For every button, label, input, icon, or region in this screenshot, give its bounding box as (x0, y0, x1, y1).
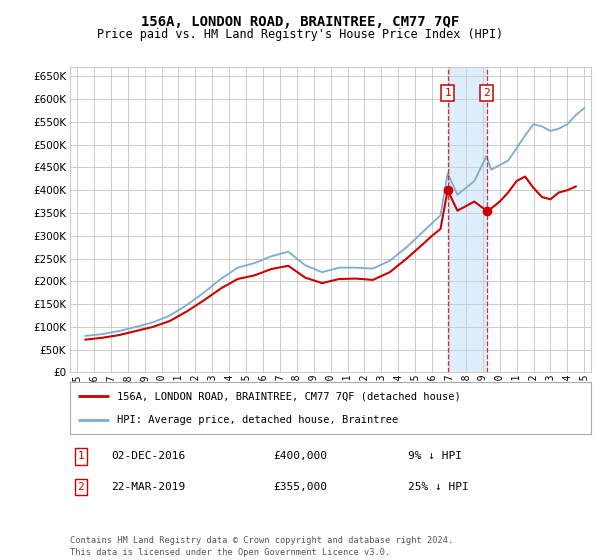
Text: 1: 1 (77, 451, 85, 461)
Text: HPI: Average price, detached house, Braintree: HPI: Average price, detached house, Brai… (117, 415, 398, 425)
Text: Contains HM Land Registry data © Crown copyright and database right 2024.
This d: Contains HM Land Registry data © Crown c… (70, 536, 454, 557)
Text: 2: 2 (483, 88, 490, 98)
Text: 1: 1 (444, 88, 451, 98)
Text: 156A, LONDON ROAD, BRAINTREE, CM77 7QF: 156A, LONDON ROAD, BRAINTREE, CM77 7QF (141, 15, 459, 29)
Text: 9% ↓ HPI: 9% ↓ HPI (408, 451, 462, 461)
Bar (448, 67, 487, 372)
Text: £400,000: £400,000 (273, 451, 327, 461)
Text: 22-MAR-2019: 22-MAR-2019 (111, 482, 185, 492)
Text: 2: 2 (77, 482, 85, 492)
Text: 156A, LONDON ROAD, BRAINTREE, CM77 7QF (detached house): 156A, LONDON ROAD, BRAINTREE, CM77 7QF (… (117, 391, 461, 402)
Text: 02-DEC-2016: 02-DEC-2016 (111, 451, 185, 461)
Text: Price paid vs. HM Land Registry's House Price Index (HPI): Price paid vs. HM Land Registry's House … (97, 28, 503, 41)
Text: 25% ↓ HPI: 25% ↓ HPI (408, 482, 469, 492)
Text: £355,000: £355,000 (273, 482, 327, 492)
